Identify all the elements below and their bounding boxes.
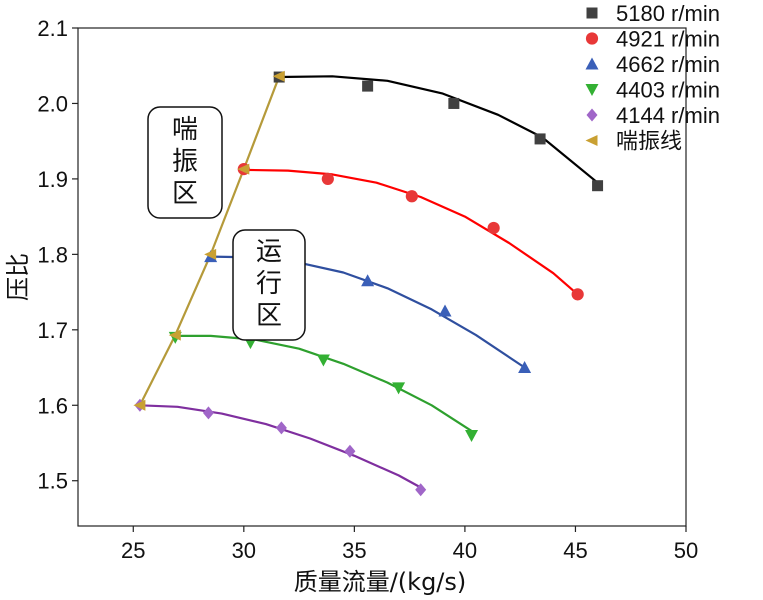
y-tick-label: 2.1 — [37, 16, 68, 41]
data-point-square — [592, 180, 604, 192]
series-line — [139, 404, 422, 489]
data-point-triangle-left — [204, 248, 217, 260]
data-point-triangle-up — [585, 57, 599, 70]
legend-label: 4403 r/min — [616, 78, 720, 103]
x-tick-label: 40 — [453, 538, 477, 563]
plot-frame — [77, 27, 687, 527]
series-line — [175, 334, 473, 432]
plot-border — [77, 27, 687, 527]
x-axis-title: 质量流量/(kg/s) — [294, 568, 467, 596]
data-point-triangle-left — [585, 135, 598, 146]
data-point-triangle-up — [518, 361, 532, 374]
data-point-triangle-down — [465, 429, 479, 442]
data-point-triangle-down — [392, 382, 406, 395]
operating-region-box — [232, 229, 306, 341]
operating-region-label: 运 — [256, 237, 282, 267]
y-tick-label: 1.7 — [37, 318, 68, 343]
legend-label: 4921 r/min — [616, 27, 720, 52]
surge-region-box — [147, 106, 223, 219]
surge-region-label: 区 — [172, 179, 198, 209]
y-tick-label: 1.8 — [37, 242, 68, 267]
data-point-triangle-left — [272, 70, 285, 82]
legend-label: 4662 r/min — [616, 52, 720, 77]
data-point-triangle-left — [237, 163, 250, 175]
data-point-triangle-down — [585, 84, 599, 96]
y-tick-label: 1.6 — [37, 393, 68, 418]
operating-region-label: 区 — [256, 301, 282, 331]
data-point-diamond — [202, 406, 214, 420]
data-point-circle — [571, 288, 584, 301]
data-point-triangle-up — [438, 304, 452, 317]
data-point-diamond — [586, 108, 598, 122]
surge-region-label: 振 — [172, 147, 198, 177]
x-tick-label: 30 — [232, 538, 256, 563]
y-tick-label: 1.9 — [37, 167, 68, 192]
x-tick-label: 25 — [121, 538, 145, 563]
surge-region-label: 喘 — [172, 115, 198, 145]
data-point-square — [586, 7, 598, 19]
x-tick-label: 45 — [563, 538, 587, 563]
data-point-triangle-left — [133, 399, 146, 411]
data-point-square — [534, 133, 546, 145]
data-point-circle — [321, 172, 334, 186]
data-point-circle — [405, 190, 418, 203]
legend-label: 喘振线 — [616, 129, 682, 154]
axes-labels: 25 30 35 40 45 50 1.5 1.6 1.7 1.8 1.9 2.0 2.1 质量流量/(k… — [4, 16, 698, 596]
data-point-diamond — [344, 444, 356, 458]
y-tick-label: 2.0 — [37, 91, 68, 116]
y-tick-label: 1.5 — [37, 469, 68, 494]
data-point-diamond — [415, 483, 427, 497]
series-line — [279, 75, 599, 184]
x-tick-label: 50 — [674, 538, 698, 563]
data-point-triangle-up — [361, 274, 375, 287]
operating-region-label: 行 — [256, 269, 282, 299]
series-line — [243, 168, 579, 296]
legend-label: 5180 r/min — [616, 1, 720, 26]
x-tick-label: 35 — [342, 538, 366, 563]
data-point-circle — [487, 221, 500, 235]
data-point-diamond — [275, 421, 287, 435]
data-point-triangle-down — [316, 354, 330, 367]
data-point-square — [362, 80, 374, 92]
data-point-circle — [585, 32, 599, 45]
y-axis-title: 压比 — [4, 253, 32, 301]
data-point-square — [448, 97, 460, 109]
data-point-triangle-left — [168, 329, 181, 341]
legend-label: 4144 r/min — [616, 103, 720, 128]
